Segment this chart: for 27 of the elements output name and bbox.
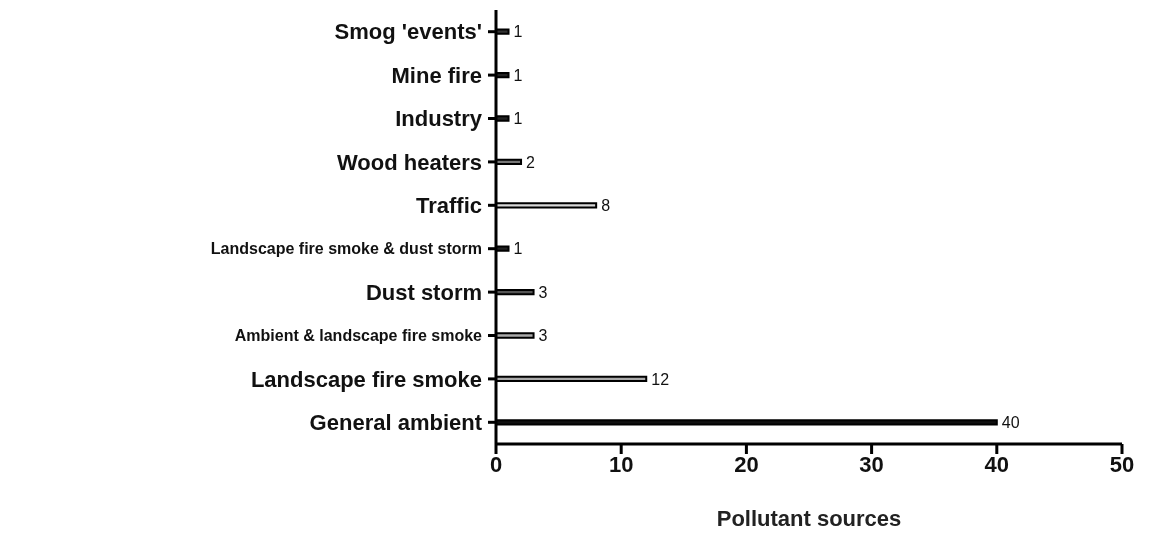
y-tick-label: Wood heaters bbox=[336, 149, 482, 175]
data-label: 12 bbox=[651, 370, 670, 388]
data-label: 3 bbox=[538, 327, 548, 345]
x-tick-label: 10 bbox=[608, 451, 634, 477]
data-label: 1 bbox=[513, 66, 523, 84]
data-label: 2 bbox=[526, 153, 536, 171]
y-tick-label: Dust storm bbox=[365, 279, 482, 305]
data-label: 1 bbox=[513, 240, 523, 258]
y-tick-label: Ambient & landscape fire smoke bbox=[234, 327, 483, 345]
x-tick-label: 40 bbox=[984, 451, 1010, 477]
data-label: 3 bbox=[538, 283, 548, 301]
y-tick-label: Landscape fire smoke bbox=[250, 366, 482, 392]
y-tick-label: Traffic bbox=[415, 193, 482, 218]
x-tick-label: 50 bbox=[1109, 451, 1135, 477]
x-axis-title: Pollutant sources bbox=[716, 506, 902, 531]
x-tick-label: 30 bbox=[859, 451, 884, 477]
x-tick-label: 20 bbox=[734, 451, 759, 477]
x-tick-label: 0 bbox=[489, 451, 503, 477]
data-label: 1 bbox=[513, 110, 523, 128]
y-tick-label: Landscape fire smoke & dust storm bbox=[210, 240, 482, 258]
data-label: 1 bbox=[513, 23, 523, 41]
y-tick-label: General ambient bbox=[309, 410, 483, 435]
y-tick-label: Mine fire bbox=[391, 62, 482, 88]
y-tick-label: Industry bbox=[395, 106, 483, 132]
data-label: 8 bbox=[601, 196, 611, 214]
data-label: 40 bbox=[1001, 413, 1020, 431]
y-tick-label: Smog 'events' bbox=[334, 19, 482, 45]
